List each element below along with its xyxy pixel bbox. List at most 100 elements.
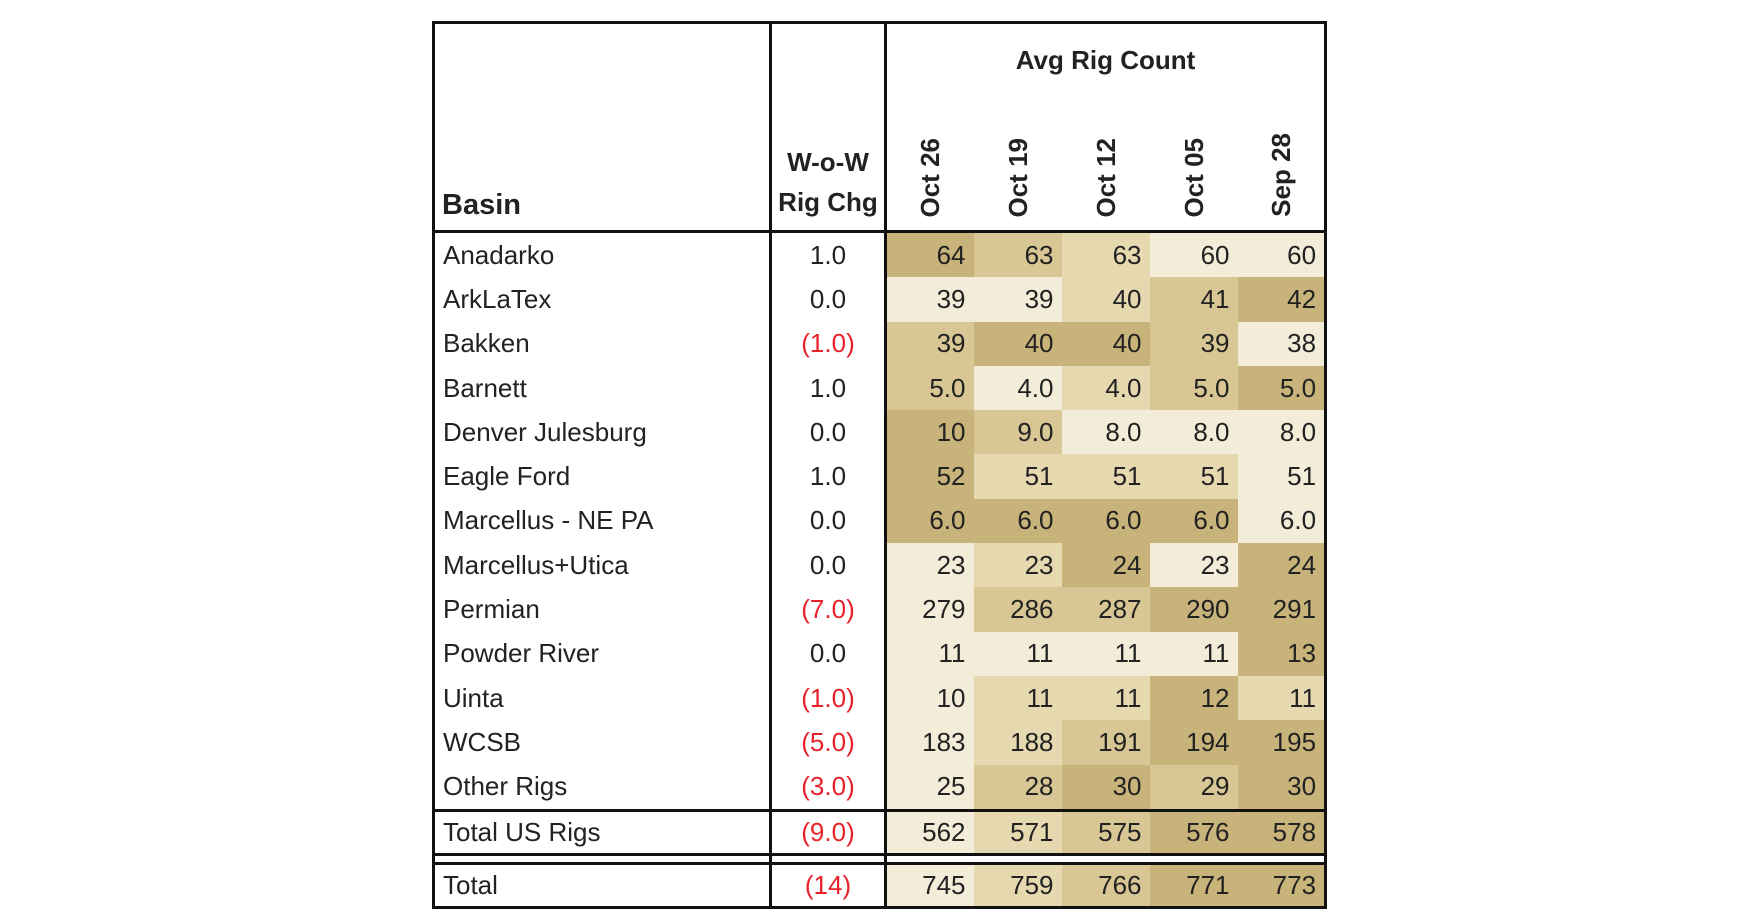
rig-count-value: 290	[1149, 587, 1238, 632]
basin-name: Denver Julesburg	[432, 410, 772, 455]
wow-change: (1.0)	[770, 675, 887, 721]
rig-count-value: 8.0	[1237, 410, 1328, 455]
wow-change: 0.0	[770, 277, 887, 322]
rig-count-value: 188	[973, 720, 1062, 765]
basin-name: Other Rigs	[432, 764, 772, 811]
rig-count-value: 9.0	[973, 410, 1062, 455]
rig-count-value: 11	[885, 631, 974, 676]
rig-count-value: 51	[1061, 454, 1150, 499]
table-row: Uinta (1.0) 10 11 11 12 11	[432, 675, 1328, 721]
table-header: Basin W-o-W Rig Chg Avg Rig Count Oct 26 …	[432, 21, 1328, 233]
rig-count-value: 11	[973, 631, 1062, 676]
wow-change: 1.0	[770, 365, 887, 411]
table-row: WCSB (5.0) 183 188 191 194 195	[432, 720, 1328, 765]
header-wow-line2: Rig Chg	[778, 187, 878, 217]
rig-count-value: 5.0	[1149, 365, 1238, 411]
rig-count-value: 30	[1237, 764, 1328, 811]
basin-name: WCSB	[432, 720, 772, 765]
rig-count-value: 10	[885, 675, 974, 721]
header-date-label: Oct 05	[1178, 137, 1209, 218]
basin-name: Permian	[432, 587, 772, 632]
basin-name: Bakken	[432, 321, 772, 366]
wow-change: (7.0)	[770, 587, 887, 632]
table-row: Permian (7.0) 279 286 287 290 291	[432, 587, 1328, 632]
header-wow-change: W-o-W Rig Chg	[769, 21, 887, 233]
rig-count-value: 40	[973, 321, 1062, 366]
rig-count-value: 11	[973, 675, 1062, 721]
rig-count-value: 11	[1237, 675, 1328, 721]
rig-count-value: 51	[1149, 454, 1238, 499]
rig-count-value: 24	[1237, 543, 1328, 588]
rig-count-value: 41	[1149, 277, 1238, 322]
separator-cell	[1237, 854, 1328, 864]
rig-count-value: 287	[1061, 587, 1150, 632]
rig-count-value: 38	[1237, 321, 1328, 366]
separator-cell	[886, 854, 974, 863]
header-date: Oct 19	[973, 92, 1062, 233]
total-row: Total (14) 745 759 766 771 773	[432, 861, 1328, 909]
rig-count-value: 575	[1061, 808, 1150, 856]
rig-count-value: 30	[1061, 764, 1150, 811]
row-separator	[432, 854, 1328, 864]
header-date-label: Oct 26	[915, 137, 946, 218]
table-row: Eagle Ford 1.0 52 51 51 51 51	[432, 454, 1328, 499]
rig-count-value: 39	[973, 277, 1062, 322]
basin-name: Total	[432, 861, 772, 909]
rig-count-value: 23	[1149, 543, 1238, 588]
rig-count-value: 29	[1149, 764, 1238, 811]
rig-count-value: 6.0	[1149, 498, 1238, 544]
rig-count-value: 39	[885, 277, 974, 322]
wow-change: 0.0	[770, 410, 887, 455]
rig-count-value: 766	[1061, 861, 1150, 909]
wow-change: 0.0	[770, 631, 887, 676]
header-basin: Basin	[432, 21, 772, 233]
wow-change: 0.0	[770, 543, 887, 588]
header-date: Oct 05	[1149, 92, 1238, 233]
rig-count-value: 52	[885, 454, 974, 499]
rig-count-value: 13	[1237, 631, 1328, 676]
rig-count-value: 745	[885, 861, 974, 909]
rig-count-value: 562	[885, 808, 974, 856]
rig-count-value: 6.0	[1061, 498, 1150, 544]
rig-count-value: 60	[1149, 231, 1238, 278]
rig-count-value: 771	[1149, 861, 1238, 909]
header-wow-line1: W-o-W	[787, 147, 869, 177]
header-date-label: Oct 12	[1090, 137, 1121, 218]
header-date: Oct 26	[885, 92, 974, 233]
rig-count-value: 42	[1237, 277, 1328, 322]
table-row: Other Rigs (3.0) 25 28 30 29 30	[432, 764, 1328, 811]
basin-name: Uinta	[432, 675, 772, 721]
separator-cell	[432, 854, 772, 864]
table-row: Marcellus - NE PA 0.0 6.0 6.0 6.0 6.0 6.0	[432, 498, 1328, 544]
rig-count-value: 183	[885, 720, 974, 765]
separator-cell	[1062, 854, 1150, 863]
rig-count-value: 6.0	[1237, 498, 1328, 544]
total-row: Total US Rigs (9.0) 562 571 575 576 578	[432, 808, 1328, 856]
basin-name: Eagle Ford	[432, 454, 772, 499]
rig-count-value: 63	[973, 231, 1062, 278]
rig-count-value: 576	[1149, 808, 1238, 856]
table-row: Powder River 0.0 11 11 11 11 13	[432, 631, 1328, 676]
table-row: ArkLaTex 0.0 39 39 40 41 42	[432, 277, 1328, 322]
rig-count-value: 11	[1061, 675, 1150, 721]
table-row: Marcellus+Utica 0.0 23 23 24 23 24	[432, 543, 1328, 588]
basin-name: Marcellus+Utica	[432, 543, 772, 588]
rig-count-value: 291	[1237, 587, 1328, 632]
rig-count-value: 286	[973, 587, 1062, 632]
rig-count-value: 10	[885, 410, 974, 455]
rig-count-value: 60	[1237, 231, 1328, 278]
wow-change: 1.0	[770, 231, 887, 278]
rig-count-value: 279	[885, 587, 974, 632]
header-date: Sep 28	[1237, 92, 1328, 233]
basin-name: Powder River	[432, 631, 772, 676]
rig-count-table: Basin W-o-W Rig Chg Avg Rig Count Oct 26 …	[432, 21, 1328, 909]
separator-cell	[770, 854, 887, 864]
rig-count-value: 40	[1061, 321, 1150, 366]
rig-count-value: 191	[1061, 720, 1150, 765]
rig-count-value: 11	[1149, 631, 1238, 676]
table-row: Denver Julesburg 0.0 10 9.0 8.0 8.0 8.0	[432, 410, 1328, 455]
rig-count-value: 5.0	[1237, 365, 1328, 411]
rig-count-value: 64	[885, 231, 974, 278]
rig-count-value: 8.0	[1149, 410, 1238, 455]
rig-count-value: 571	[973, 808, 1062, 856]
